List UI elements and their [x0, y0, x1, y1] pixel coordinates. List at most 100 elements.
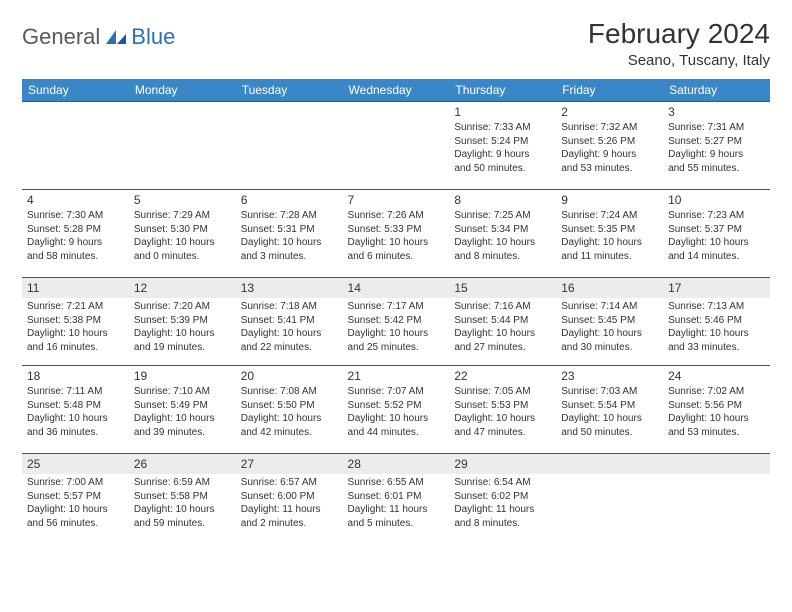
weekday-header-row: SundayMondayTuesdayWednesdayThursdayFrid…	[22, 79, 770, 102]
sunrise-text: Sunrise: 7:05 AM	[454, 385, 551, 399]
empty-cell	[236, 102, 343, 190]
day-cell: 16Sunrise: 7:14 AMSunset: 5:45 PMDayligh…	[556, 278, 663, 366]
sunrise-text: Sunrise: 7:13 AM	[668, 300, 765, 314]
weekday-header: Friday	[556, 79, 663, 102]
weekday-header: Sunday	[22, 79, 129, 102]
daylight1-text: Daylight: 10 hours	[348, 412, 445, 426]
daylight1-text: Daylight: 10 hours	[348, 236, 445, 250]
daylight1-text: Daylight: 10 hours	[241, 236, 338, 250]
daylight1-text: Daylight: 10 hours	[561, 236, 658, 250]
day-number: 17	[663, 278, 770, 298]
sunset-text: Sunset: 5:41 PM	[241, 314, 338, 328]
empty-cell	[663, 454, 770, 542]
day-number: 27	[236, 454, 343, 474]
daylight1-text: Daylight: 10 hours	[134, 236, 231, 250]
daylight2-text: and 44 minutes.	[348, 426, 445, 440]
daylight2-text: and 27 minutes.	[454, 341, 551, 355]
day-cell: 29Sunrise: 6:54 AMSunset: 6:02 PMDayligh…	[449, 454, 556, 542]
daylight1-text: Daylight: 10 hours	[454, 412, 551, 426]
daylight1-text: Daylight: 10 hours	[561, 327, 658, 341]
daylight1-text: Daylight: 10 hours	[27, 327, 124, 341]
day-cell: 2Sunrise: 7:32 AMSunset: 5:26 PMDaylight…	[556, 102, 663, 190]
sunrise-text: Sunrise: 7:18 AM	[241, 300, 338, 314]
daylight2-text: and 33 minutes.	[668, 341, 765, 355]
daylight1-text: Daylight: 10 hours	[668, 236, 765, 250]
sunrise-text: Sunrise: 7:00 AM	[27, 476, 124, 490]
sunrise-text: Sunrise: 7:26 AM	[348, 209, 445, 223]
daylight1-text: Daylight: 11 hours	[241, 503, 338, 517]
daylight2-text: and 55 minutes.	[668, 162, 765, 176]
day-number: 23	[561, 369, 658, 383]
daylight1-text: Daylight: 10 hours	[241, 412, 338, 426]
day-number: 24	[668, 369, 765, 383]
daylight1-text: Daylight: 10 hours	[134, 503, 231, 517]
sunset-text: Sunset: 5:34 PM	[454, 223, 551, 237]
week-row: 25Sunrise: 7:00 AMSunset: 5:57 PMDayligh…	[22, 454, 770, 542]
sunrise-text: Sunrise: 7:10 AM	[134, 385, 231, 399]
day-number: 19	[134, 369, 231, 383]
daylight1-text: Daylight: 10 hours	[454, 236, 551, 250]
sunrise-text: Sunrise: 7:24 AM	[561, 209, 658, 223]
sunset-text: Sunset: 5:35 PM	[561, 223, 658, 237]
weekday-header: Monday	[129, 79, 236, 102]
daylight2-text: and 30 minutes.	[561, 341, 658, 355]
daylight1-text: Daylight: 9 hours	[27, 236, 124, 250]
sunset-text: Sunset: 5:39 PM	[134, 314, 231, 328]
daylight2-text: and 8 minutes.	[454, 250, 551, 264]
logo-text-general: General	[22, 24, 100, 50]
daylight1-text: Daylight: 10 hours	[27, 412, 124, 426]
day-number: 11	[22, 278, 129, 298]
daylight1-text: Daylight: 11 hours	[348, 503, 445, 517]
day-number: 1	[454, 105, 551, 119]
day-cell: 15Sunrise: 7:16 AMSunset: 5:44 PMDayligh…	[449, 278, 556, 366]
sunset-text: Sunset: 5:33 PM	[348, 223, 445, 237]
sunset-text: Sunset: 6:00 PM	[241, 490, 338, 504]
daylight2-text: and 14 minutes.	[668, 250, 765, 264]
daylight2-text: and 6 minutes.	[348, 250, 445, 264]
day-number: 29	[449, 454, 556, 474]
day-number: 2	[561, 105, 658, 119]
day-number: 18	[27, 369, 124, 383]
calendar-table: SundayMondayTuesdayWednesdayThursdayFrid…	[22, 79, 770, 542]
sunset-text: Sunset: 5:54 PM	[561, 399, 658, 413]
sunset-text: Sunset: 5:38 PM	[27, 314, 124, 328]
empty-cell	[22, 102, 129, 190]
day-cell: 7Sunrise: 7:26 AMSunset: 5:33 PMDaylight…	[343, 190, 450, 278]
week-row: 11Sunrise: 7:21 AMSunset: 5:38 PMDayligh…	[22, 278, 770, 366]
sunrise-text: Sunrise: 7:32 AM	[561, 121, 658, 135]
daylight1-text: Daylight: 9 hours	[454, 148, 551, 162]
header: General Blue February 2024 Seano, Tuscan…	[22, 18, 770, 69]
day-cell: 8Sunrise: 7:25 AMSunset: 5:34 PMDaylight…	[449, 190, 556, 278]
day-number: 28	[343, 454, 450, 474]
day-number: 15	[449, 278, 556, 298]
day-cell: 25Sunrise: 7:00 AMSunset: 5:57 PMDayligh…	[22, 454, 129, 542]
sunset-text: Sunset: 5:26 PM	[561, 135, 658, 149]
daylight1-text: Daylight: 10 hours	[561, 412, 658, 426]
sail-icon	[104, 28, 128, 46]
sunset-text: Sunset: 5:57 PM	[27, 490, 124, 504]
daylight2-text: and 59 minutes.	[134, 517, 231, 531]
day-cell: 14Sunrise: 7:17 AMSunset: 5:42 PMDayligh…	[343, 278, 450, 366]
empty-cell	[556, 454, 663, 542]
sunrise-text: Sunrise: 7:17 AM	[348, 300, 445, 314]
sunset-text: Sunset: 6:02 PM	[454, 490, 551, 504]
sunset-text: Sunset: 5:49 PM	[134, 399, 231, 413]
sunset-text: Sunset: 5:30 PM	[134, 223, 231, 237]
sunrise-text: Sunrise: 6:55 AM	[348, 476, 445, 490]
sunset-text: Sunset: 5:46 PM	[668, 314, 765, 328]
sunrise-text: Sunrise: 7:31 AM	[668, 121, 765, 135]
daylight2-text: and 8 minutes.	[454, 517, 551, 531]
day-cell: 28Sunrise: 6:55 AMSunset: 6:01 PMDayligh…	[343, 454, 450, 542]
title-block: February 2024 Seano, Tuscany, Italy	[588, 18, 770, 69]
sunrise-text: Sunrise: 7:20 AM	[134, 300, 231, 314]
daylight2-text: and 53 minutes.	[561, 162, 658, 176]
day-number: 21	[348, 369, 445, 383]
day-number: 9	[561, 193, 658, 207]
empty-cell	[343, 102, 450, 190]
sunrise-text: Sunrise: 6:57 AM	[241, 476, 338, 490]
daylight1-text: Daylight: 11 hours	[454, 503, 551, 517]
sunset-text: Sunset: 5:48 PM	[27, 399, 124, 413]
empty-cell	[129, 102, 236, 190]
sunrise-text: Sunrise: 6:59 AM	[134, 476, 231, 490]
daylight1-text: Daylight: 10 hours	[348, 327, 445, 341]
